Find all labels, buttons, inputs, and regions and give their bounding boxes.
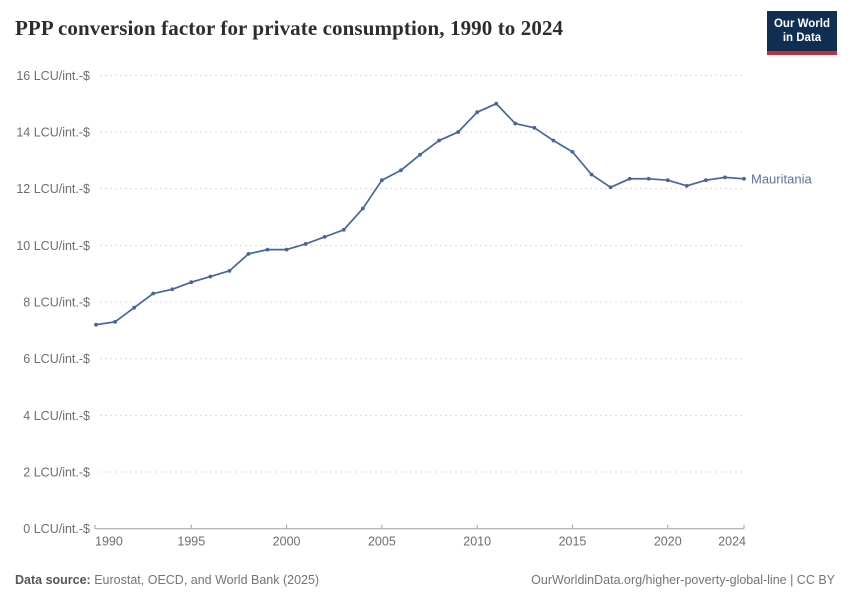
y-tick-label: 0 LCU/int.-$ bbox=[23, 522, 90, 536]
y-tick-label: 8 LCU/int.-$ bbox=[23, 296, 90, 310]
owid-logo[interactable]: Our World in Data bbox=[767, 11, 837, 55]
y-tick-label: 6 LCU/int.-$ bbox=[23, 352, 90, 366]
data-point bbox=[456, 130, 461, 134]
y-tick-label: 14 LCU/int.-$ bbox=[16, 126, 90, 140]
data-point bbox=[589, 172, 594, 177]
data-point bbox=[322, 234, 327, 239]
data-point bbox=[513, 121, 518, 126]
data-point bbox=[742, 176, 746, 181]
data-point bbox=[227, 268, 232, 273]
data-point bbox=[646, 176, 651, 181]
data-point bbox=[132, 305, 137, 310]
x-tick-label: 2010 bbox=[463, 535, 491, 549]
y-tick-label: 2 LCU/int.-$ bbox=[23, 466, 90, 480]
x-tick-label: 2024 bbox=[718, 535, 746, 549]
data-point bbox=[570, 149, 575, 154]
x-tick-label: 2005 bbox=[368, 535, 396, 549]
x-tick-label: 1990 bbox=[95, 535, 123, 549]
x-tick-label: 2015 bbox=[559, 535, 587, 549]
data-point bbox=[189, 280, 194, 285]
data-point bbox=[265, 247, 270, 252]
data-point bbox=[399, 168, 403, 173]
data-point bbox=[437, 138, 441, 143]
data-point bbox=[246, 251, 251, 256]
y-tick-label: 10 LCU/int.-$ bbox=[16, 239, 90, 253]
data-point bbox=[170, 287, 175, 292]
x-tick-label: 1995 bbox=[177, 535, 205, 549]
y-tick-label: 4 LCU/int.-$ bbox=[23, 409, 90, 423]
owid-logo-line1: Our World bbox=[773, 18, 830, 30]
data-point bbox=[723, 175, 727, 180]
data-point bbox=[379, 178, 384, 183]
y-tick-label: 12 LCU/int.-$ bbox=[16, 182, 90, 196]
chart-title: PPP conversion factor for private consum… bbox=[15, 16, 564, 40]
data-point bbox=[208, 274, 213, 279]
data-point bbox=[703, 178, 708, 183]
owid-logo-line2: in Data bbox=[782, 32, 822, 45]
x-tick-label: 2020 bbox=[654, 535, 682, 549]
data-point bbox=[494, 101, 499, 106]
attribution-link[interactable]: OurWorldinData.org/higher-poverty-global… bbox=[531, 573, 835, 587]
data-point bbox=[418, 152, 422, 157]
series-line-mauritania[interactable] bbox=[95, 102, 745, 326]
data-source-label: Data source: bbox=[15, 573, 91, 587]
data-point bbox=[151, 291, 156, 296]
data-point bbox=[284, 247, 289, 252]
series-label-mauritania[interactable]: Mauritania bbox=[751, 171, 812, 186]
y-tick-label: 16 LCU/int.-$ bbox=[16, 69, 90, 83]
data-point bbox=[113, 319, 117, 324]
data-point bbox=[551, 138, 556, 143]
x-tick-label: 2000 bbox=[273, 535, 301, 549]
data-point bbox=[665, 178, 670, 183]
data-point bbox=[475, 110, 480, 115]
data-point bbox=[608, 185, 613, 190]
chart-footer: Data source: Eurostat, OECD, and World B… bbox=[15, 573, 835, 587]
data-point bbox=[684, 183, 689, 188]
data-point bbox=[627, 176, 632, 181]
data-source-note: Data source: Eurostat, OECD, and World B… bbox=[15, 573, 319, 587]
data-point bbox=[360, 206, 365, 211]
data-point bbox=[303, 242, 308, 246]
data-source-text: Eurostat, OECD, and World Bank (2025) bbox=[94, 573, 320, 587]
data-point bbox=[94, 322, 98, 327]
data-point bbox=[532, 125, 537, 130]
data-point bbox=[341, 227, 346, 232]
